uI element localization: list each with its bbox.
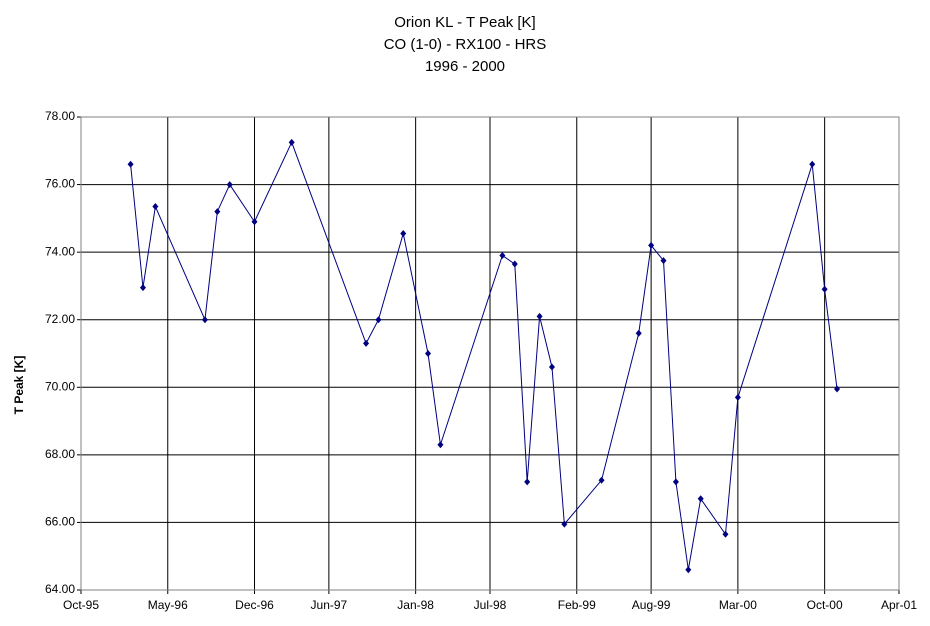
x-tick-label: Jan-98 [397, 598, 434, 612]
data-point [672, 478, 679, 486]
y-tick-label: 68.00 [45, 447, 75, 461]
plot-border [80, 116, 900, 591]
data-point [685, 566, 692, 574]
y-tick-label: 78.00 [45, 109, 75, 123]
x-tick-label: Oct-00 [807, 598, 843, 612]
x-tick-label: Jun-97 [311, 598, 348, 612]
data-point [734, 393, 741, 401]
data-point [548, 363, 555, 371]
data-point [425, 350, 432, 357]
data-point [536, 312, 543, 320]
data-point [648, 241, 655, 249]
y-tick-label: 74.00 [45, 244, 75, 258]
data-point [363, 339, 370, 347]
data-point [524, 478, 531, 486]
data-point [201, 316, 208, 324]
x-tick-label: Mar-00 [719, 598, 757, 612]
data-point [834, 385, 841, 393]
data-point [375, 316, 382, 324]
data-point [437, 441, 444, 449]
data-point [635, 329, 642, 337]
x-tick-label: Apr-01 [881, 598, 917, 612]
data-point [139, 284, 146, 292]
data-point [722, 530, 729, 538]
x-tick-label: Dec-96 [235, 598, 274, 612]
x-tick-label: Aug-99 [632, 598, 671, 612]
data-point [400, 230, 407, 238]
chart-title: 1996 - 2000 [425, 58, 505, 75]
data-point [561, 520, 568, 528]
data-point [660, 257, 667, 265]
chart-title: CO (1-0) - RX100 - HRS [384, 36, 547, 53]
data-point [214, 208, 221, 216]
y-tick-label: 64.00 [45, 582, 75, 596]
data-point [697, 495, 704, 503]
data-point [288, 138, 295, 146]
data-point [598, 476, 605, 484]
y-tick-label: 72.00 [45, 312, 75, 326]
y-tick-label: 76.00 [45, 177, 75, 191]
data-point [251, 218, 258, 226]
x-tick-label: Feb-99 [558, 598, 596, 612]
x-tick-label: Jul-98 [474, 598, 507, 612]
data-point [226, 181, 233, 189]
data-point [511, 260, 518, 268]
y-tick-label: 66.00 [45, 515, 75, 529]
data-point [127, 160, 134, 168]
chart-title: Orion KL - T Peak [K] [394, 14, 535, 31]
data-point [821, 285, 828, 293]
data-point [499, 252, 506, 260]
x-tick-label: Oct-95 [63, 598, 99, 612]
data-point [152, 203, 159, 211]
data-point [809, 160, 816, 168]
x-tick-label: May-96 [148, 598, 188, 612]
y-tick-label: 70.00 [45, 379, 75, 393]
y-axis-label: T Peak [K] [12, 356, 26, 415]
